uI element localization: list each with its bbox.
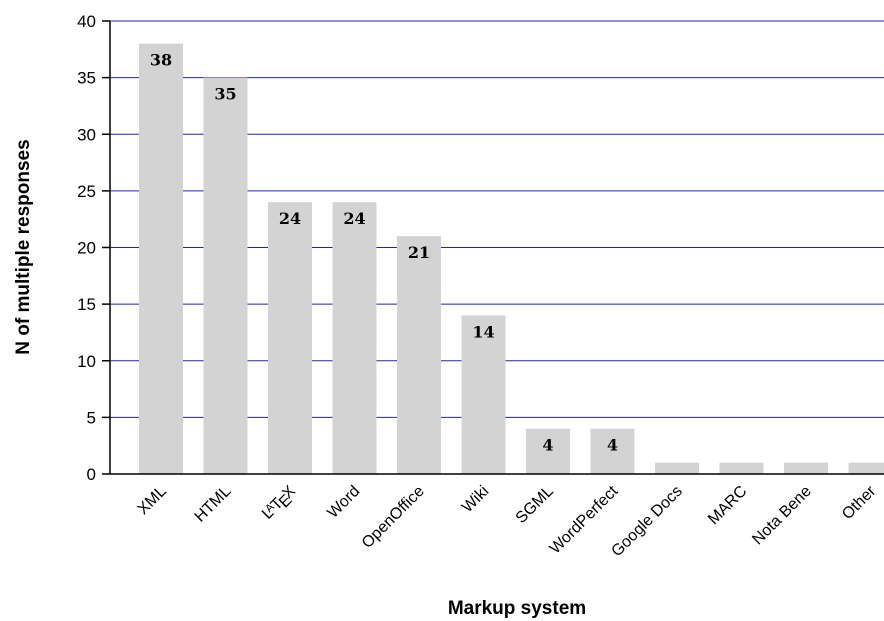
data-label: 24 xyxy=(279,209,301,228)
x-axis-title: Markup system xyxy=(448,598,586,619)
x-tick-label: Other xyxy=(839,482,880,523)
data-label: 4 xyxy=(607,436,618,455)
bar-google-docs xyxy=(655,462,699,474)
bar-xml xyxy=(139,43,183,475)
bar-openoffice xyxy=(397,236,441,474)
bar-other xyxy=(848,462,884,474)
data-label: 35 xyxy=(214,85,236,104)
y-tick-label: 30 xyxy=(77,125,96,144)
x-tick-label: Wiki xyxy=(459,483,492,516)
data-label: 21 xyxy=(408,243,430,262)
y-tick-label: 20 xyxy=(77,239,96,258)
x-tick-label: OpenOffice xyxy=(359,483,428,552)
bar-nota-bene xyxy=(784,462,828,474)
bar-html xyxy=(203,77,248,474)
y-tick-label: 40 xyxy=(77,12,96,31)
data-labels: 38 35 24 24 21 14 4 4 xyxy=(150,51,618,455)
bar-word xyxy=(332,202,377,474)
y-tick-label: 25 xyxy=(77,182,96,201)
bar-latex xyxy=(268,202,312,474)
bar-marc xyxy=(719,462,764,474)
y-axis-title: N of multiple responses xyxy=(13,139,34,354)
x-tick-label: SGML xyxy=(513,483,557,527)
y-tick-label: 15 xyxy=(77,295,96,314)
x-tick-label: HTML xyxy=(192,483,235,526)
data-label: 4 xyxy=(542,436,553,455)
y-axis: 0 5 10 15 20 25 30 35 40 xyxy=(77,12,111,484)
data-label: 14 xyxy=(472,322,494,341)
y-tick-label: 0 xyxy=(87,465,96,484)
bars xyxy=(139,43,884,475)
data-label: 38 xyxy=(150,51,172,70)
bar-sgml xyxy=(526,428,570,474)
y-tick-label: 35 xyxy=(77,69,96,88)
x-tick-label: Word xyxy=(324,483,363,522)
y-tick-label: 5 xyxy=(87,408,96,427)
y-tick-label: 10 xyxy=(77,352,96,371)
bar-wiki xyxy=(461,315,506,474)
bar-wordperfect xyxy=(590,428,635,474)
x-tick-label: LATEX xyxy=(259,483,302,526)
x-tick-label: MARC xyxy=(705,483,750,528)
x-tick-label: Nota Bene xyxy=(749,483,815,549)
data-label: 24 xyxy=(343,209,365,228)
x-tick-label: XML xyxy=(135,483,170,518)
